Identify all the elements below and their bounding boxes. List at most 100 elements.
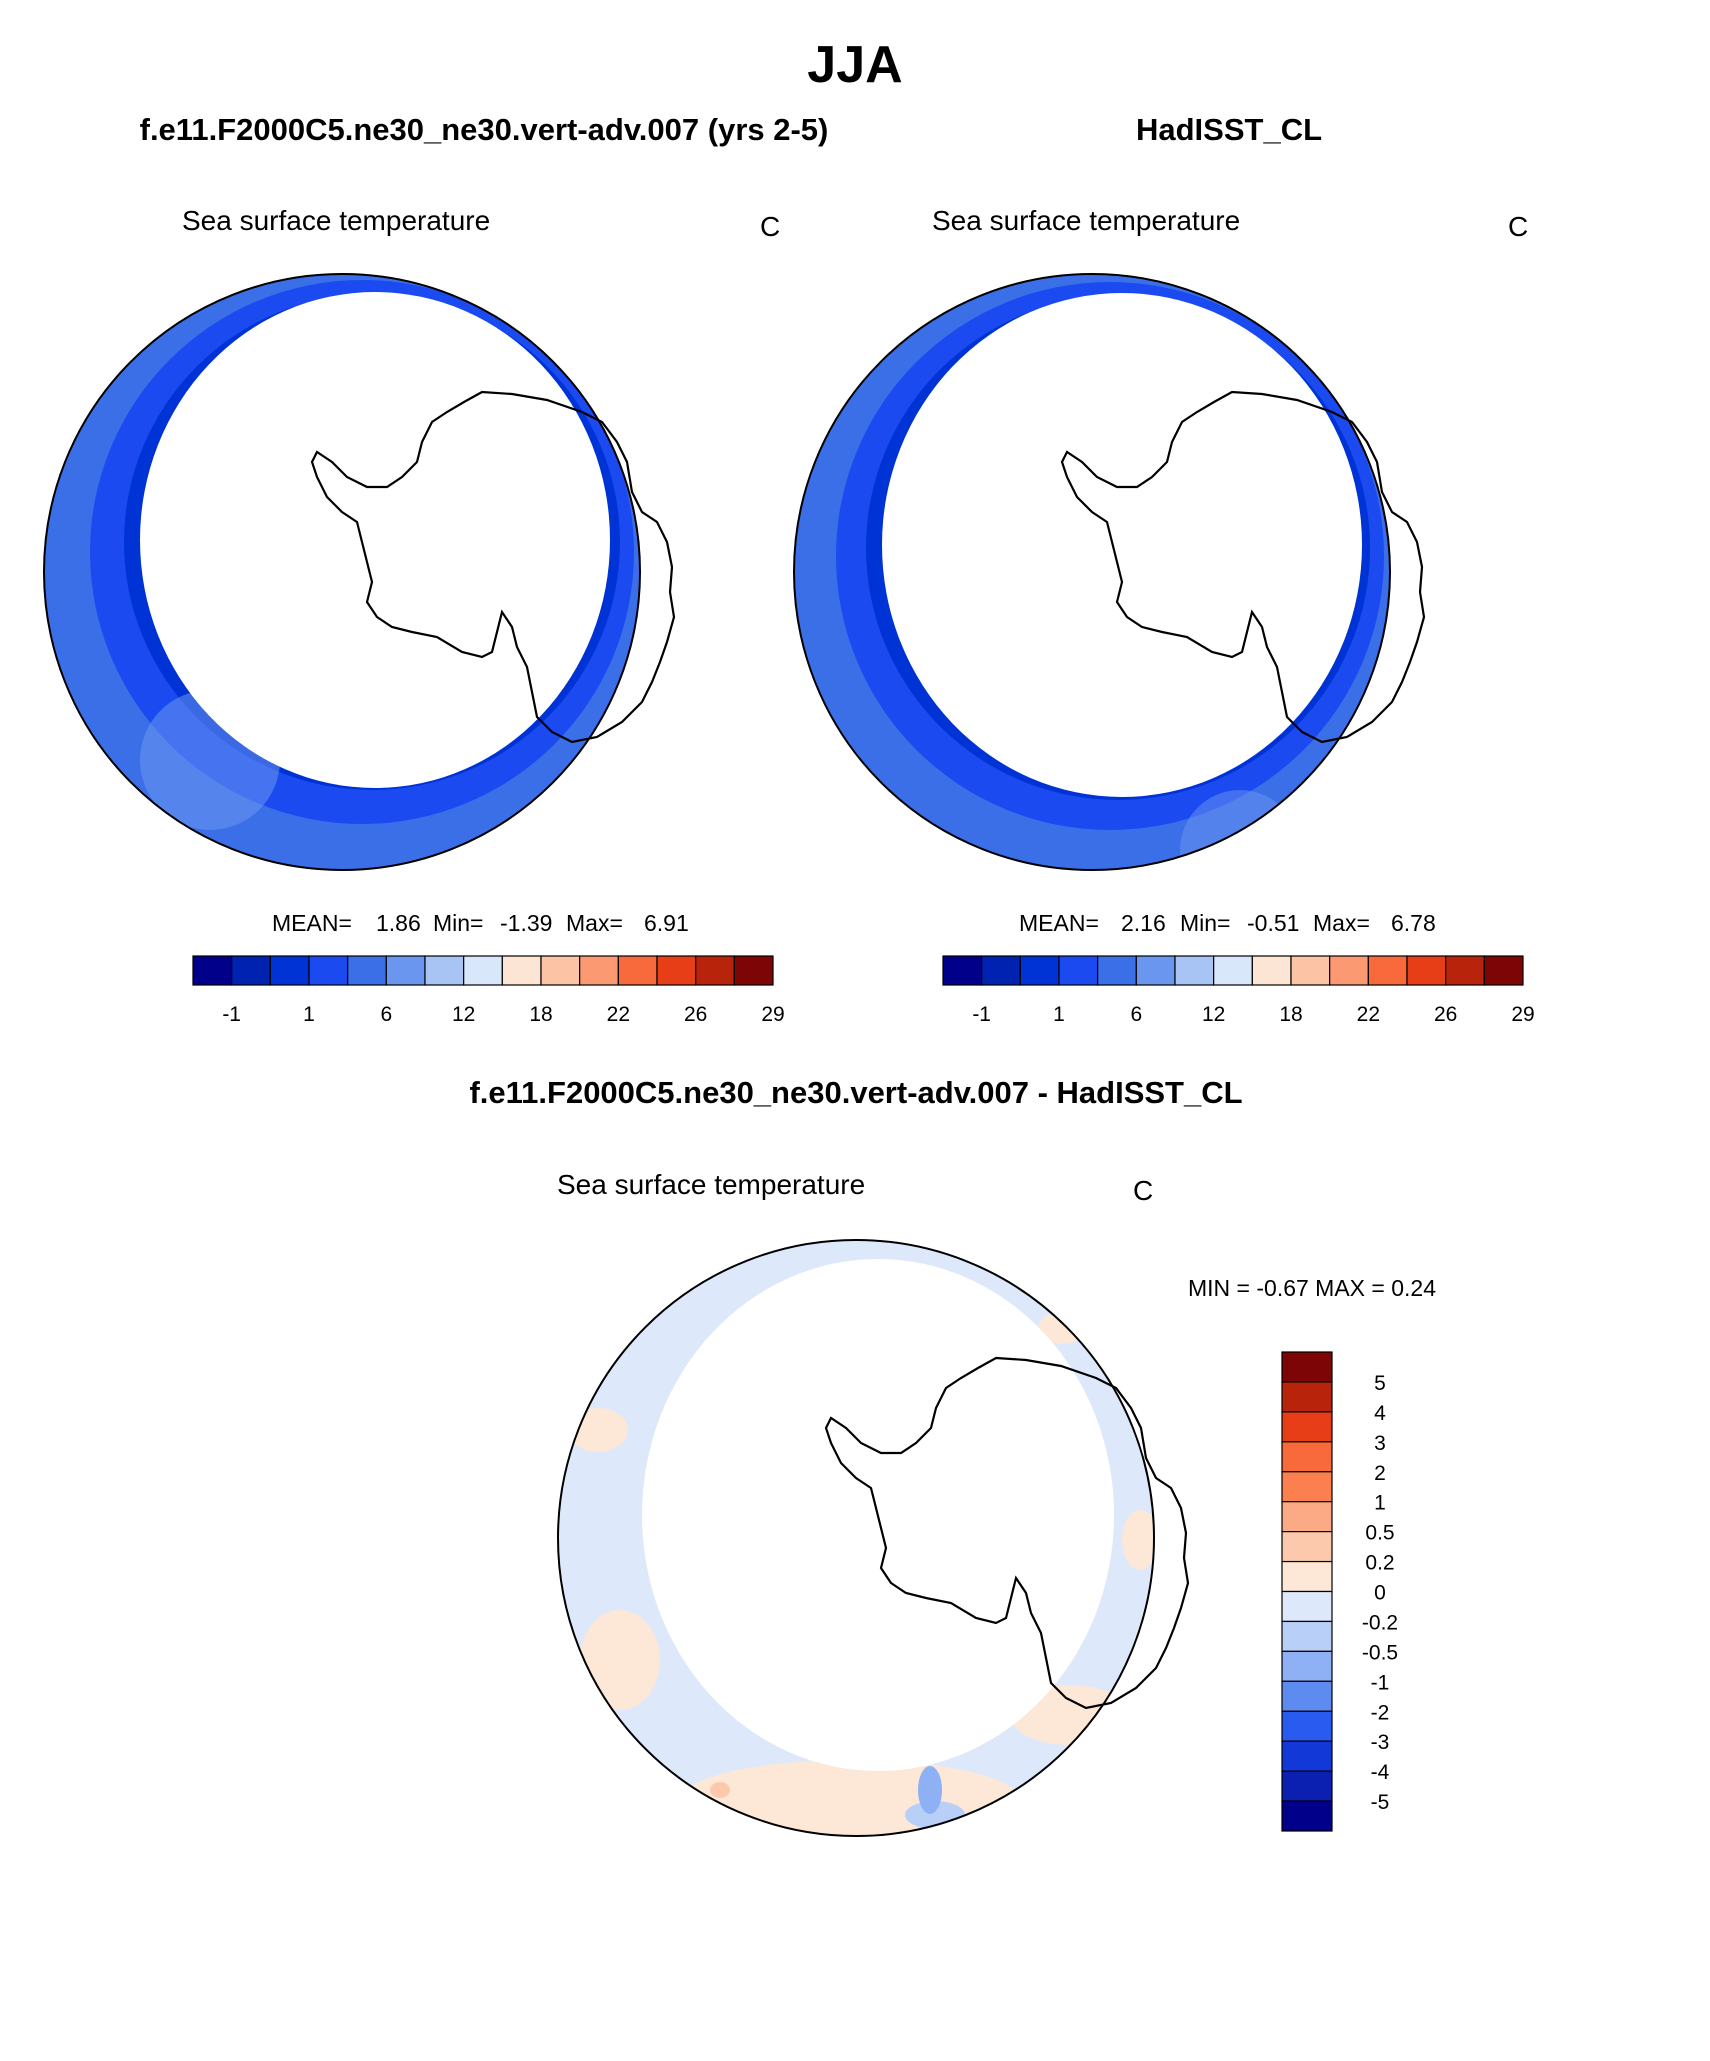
colorbar-box <box>1019 955 1060 986</box>
colorbar-box <box>1281 1710 1333 1742</box>
colorbar-box <box>1281 1531 1333 1563</box>
colorbar-tick-label: 18 <box>1279 1003 1302 1026</box>
colorbar-tick-label: 12 <box>1202 1003 1225 1026</box>
panel-model-map <box>43 273 676 871</box>
stats-min-label: Min= <box>1180 910 1231 936</box>
colorbar-tick-label: -1 <box>1371 1671 1390 1694</box>
colorbar-box <box>1281 1471 1333 1503</box>
map-positive-anomaly <box>580 1610 660 1710</box>
panel-obs-units-label: C <box>1508 211 1528 242</box>
panel-obs-map <box>793 273 1426 871</box>
colorbar-box <box>308 955 349 986</box>
colorbar-box <box>656 955 697 986</box>
colorbar-box <box>1174 955 1215 986</box>
colorbar-tick-label: 1 <box>1053 1003 1065 1026</box>
colorbar-tick-label: 0.5 <box>1365 1522 1394 1545</box>
panel-diff-colorbar: 5 4 3 2 1 0.5 0.2 0 -0.2 -0.5 -1 -2 -3 -4 -5 <box>1281 1351 1398 1832</box>
season-title: JJA <box>807 36 902 94</box>
colorbar-box <box>192 955 233 986</box>
colorbar-tick-label: 0 <box>1374 1582 1386 1605</box>
stats-min-value: -1.39 <box>500 910 552 936</box>
colorbar-tick-label: 12 <box>452 1003 475 1026</box>
colorbar-box <box>424 955 465 986</box>
panel-diff-units-label: C <box>1133 1175 1153 1206</box>
colorbar-tick-label: 22 <box>1357 1003 1380 1026</box>
colorbar-box <box>1281 1620 1333 1652</box>
map-positive-anomaly <box>1122 1510 1154 1570</box>
panel-obs: HadISST_CL Sea surface temperature C MEA… <box>793 112 1535 1026</box>
colorbar-tick-label: 1 <box>303 1003 315 1026</box>
colorbar-tick-label: -4 <box>1371 1761 1390 1784</box>
colorbar-box <box>1406 955 1447 986</box>
colorbar-tick-label: 29 <box>761 1003 784 1026</box>
stats-max-label: Max= <box>1313 910 1370 936</box>
colorbar-box <box>1281 1740 1333 1772</box>
colorbar-box <box>1281 1680 1333 1712</box>
colorbar-tick-label: -1 <box>972 1003 991 1026</box>
panel-diff-stats: MIN = -0.67 MAX = 0.24 <box>1188 1275 1436 1301</box>
colorbar-tick-label: 4 <box>1374 1402 1386 1425</box>
panel-model-stats: MEAN= 1.86 Min= -1.39 Max= 6.91 <box>272 910 689 936</box>
colorbar-box <box>1281 1381 1333 1413</box>
stats-mean-label: MEAN= <box>272 910 352 936</box>
colorbar-box <box>385 955 426 986</box>
map-positive-anomaly <box>710 1782 730 1798</box>
colorbar-box <box>1290 955 1331 986</box>
colorbar-tick-label: -1 <box>222 1003 241 1026</box>
colorbar-box <box>501 955 542 986</box>
panel-diff: f.e11.F2000C5.ne30_ne30.vert-adv.007 - H… <box>469 1075 1436 1837</box>
colorbar-box <box>1281 1560 1333 1593</box>
map-boundary-circle <box>43 273 641 871</box>
colorbar-tick-label: 6 <box>380 1003 392 1026</box>
stats-mean-label: MEAN= <box>1019 910 1099 936</box>
panel-diff-case-title: f.e11.F2000C5.ne30_ne30.vert-adv.007 - H… <box>469 1075 1242 1110</box>
stats-max-value: 6.78 <box>1391 910 1436 936</box>
panel-model: f.e11.F2000C5.ne30_ne30.vert-adv.007 (yr… <box>43 112 828 1026</box>
colorbar-box <box>942 955 983 986</box>
colorbar-box <box>1213 955 1253 986</box>
map-boundary-circle <box>793 273 1391 871</box>
colorbar-tick-label: 18 <box>529 1003 552 1026</box>
panel-diff-variable-label: Sea surface temperature <box>557 1169 865 1200</box>
map-positive-anomaly <box>680 1760 1020 1836</box>
colorbar-box <box>347 955 387 986</box>
colorbar-tick-label: 29 <box>1511 1003 1534 1026</box>
colorbar-box <box>1329 955 1369 986</box>
panel-model-variable-label: Sea surface temperature <box>182 205 490 236</box>
stats-mean-value: 2.16 <box>1121 910 1166 936</box>
colorbar-box <box>1097 955 1137 986</box>
panel-obs-stats: MEAN= 2.16 Min= -0.51 Max= 6.78 <box>1019 910 1436 936</box>
colorbar-box <box>231 955 271 986</box>
colorbar-box <box>1281 1351 1333 1383</box>
colorbar-box <box>1281 1501 1333 1533</box>
colorbar-tick-label: 6 <box>1130 1003 1142 1026</box>
colorbar-tick-label: 22 <box>607 1003 630 1026</box>
stats-max-label: Max= <box>566 910 623 936</box>
stats-min-value: -0.51 <box>1247 910 1299 936</box>
map-negative-anomaly <box>918 1766 942 1814</box>
panel-obs-colorbar: -1 1 6 12 18 22 26 29 <box>942 955 1535 1026</box>
colorbar-tick-label: -3 <box>1371 1731 1390 1754</box>
panel-obs-variable-label: Sea surface temperature <box>932 205 1240 236</box>
colorbar-box <box>981 955 1021 986</box>
colorbar-tick-label: 3 <box>1374 1432 1386 1455</box>
map-sea-ice-region <box>882 293 1362 797</box>
colorbar-box <box>695 955 735 986</box>
colorbar-box <box>579 955 619 986</box>
colorbar-box <box>540 955 581 986</box>
panel-diff-map <box>557 1239 1190 1837</box>
map-sea-ice-region <box>140 292 610 788</box>
colorbar-tick-label: -5 <box>1371 1791 1390 1814</box>
stats-max-value: 6.91 <box>644 910 689 936</box>
colorbar-tick-label: -0.2 <box>1362 1611 1398 1634</box>
colorbar-box <box>1281 1590 1333 1623</box>
colorbar-box <box>1483 955 1524 986</box>
colorbar-tick-label: 2 <box>1374 1462 1386 1485</box>
map-boundary-circle <box>557 1239 1155 1837</box>
panel-model-colorbar: -1 1 6 12 18 22 26 29 <box>192 955 785 1026</box>
colorbar-box <box>1135 955 1176 986</box>
colorbar-box <box>1281 1650 1333 1682</box>
colorbar-box <box>733 955 774 986</box>
colorbar-box <box>463 955 503 986</box>
